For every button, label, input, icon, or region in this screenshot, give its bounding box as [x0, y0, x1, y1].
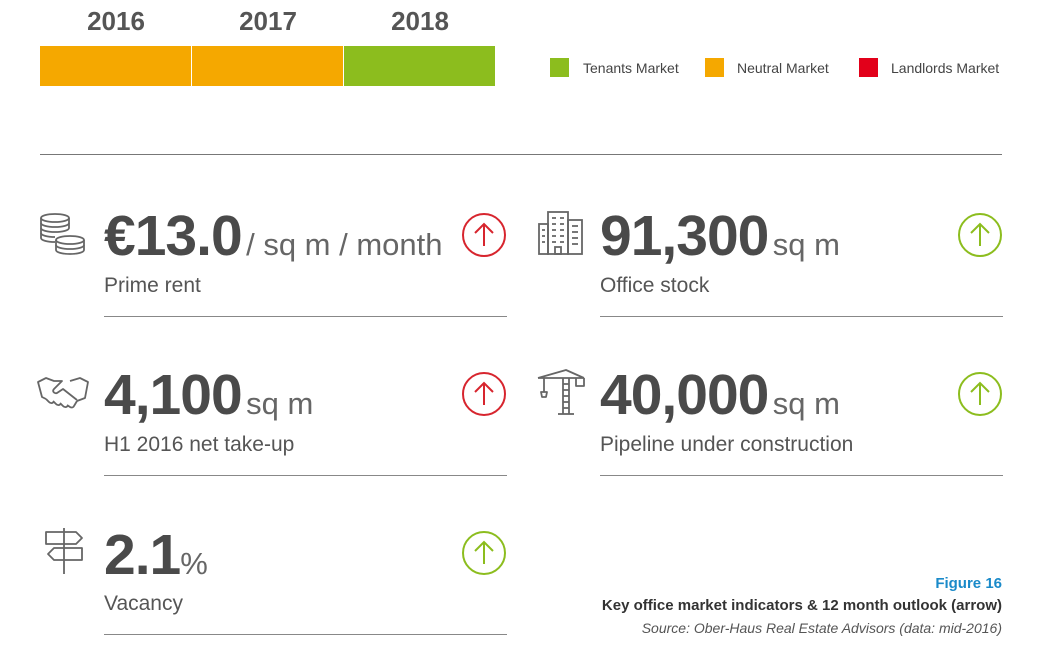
take-up-figure: 4,100 sq m [104, 367, 313, 424]
construction-crane-icon [537, 369, 585, 415]
take-up-underline [104, 475, 507, 476]
vacancy-underline [104, 634, 507, 635]
legend-swatch-neutral [705, 58, 724, 77]
year-label-2016: 2016 [87, 6, 145, 36]
handshake-icon [37, 377, 89, 409]
year-bar-2018 [344, 46, 495, 86]
year-bar-2017 [192, 46, 343, 86]
office-stock-figure: 91,300 sq m [600, 208, 840, 265]
pipeline-underline [600, 475, 1003, 476]
year-bar-2016 [40, 46, 191, 86]
prime-rent-arrow-up-icon [462, 213, 506, 257]
vacancy-arrow-up-icon [462, 531, 506, 575]
office-stock-arrow-up-icon [958, 213, 1002, 257]
legend-swatch-tenants [550, 58, 569, 77]
prime-rent-underline [104, 316, 507, 317]
office-stock-label: Office stock [600, 274, 710, 297]
pipeline-value: 40,000 [600, 363, 769, 427]
legend-label-neutral: Neutral Market [737, 60, 829, 76]
pipeline-label: Pipeline under construction [600, 433, 854, 456]
take-up-arrow-up-icon [462, 372, 506, 416]
figure-source: Source: Ober-Haus Real Estate Advisors (… [641, 620, 1002, 636]
vacancy-figure: 2.1% [104, 527, 208, 584]
vacancy-unit: % [180, 546, 208, 581]
vacancy-value: 2.1 [104, 523, 181, 587]
figure-number: Figure 16 [935, 575, 1002, 592]
section-divider [40, 154, 1002, 155]
office-stock-value: 91,300 [600, 204, 769, 268]
legend-label-landlords: Landlords Market [891, 60, 1000, 76]
office-building-icon [538, 211, 583, 255]
take-up-value: 4,100 [104, 363, 243, 427]
coins-stack-icon [40, 213, 85, 255]
office-stock-unit: sq m [772, 227, 840, 262]
legend-label-tenants: Tenants Market [583, 60, 679, 76]
take-up-label: H1 2016 net take-up [104, 433, 295, 456]
signpost-icon [45, 528, 83, 574]
office-stock-underline [600, 316, 1003, 317]
vacancy-label: Vacancy [104, 592, 183, 615]
pipeline-figure: 40,000 sq m [600, 367, 840, 424]
prime-rent-label: Prime rent [104, 274, 201, 297]
take-up-unit: sq m [246, 386, 314, 421]
legend-swatch-landlords [859, 58, 878, 77]
figure-title: Key office market indicators & 12 month … [601, 597, 1002, 614]
prime-rent-value: €13.0 [104, 204, 243, 268]
pipeline-unit: sq m [772, 386, 840, 421]
year-label-2018: 2018 [391, 6, 449, 36]
pipeline-arrow-up-icon [958, 372, 1002, 416]
prime-rent-figure: €13.0 / sq m / month [104, 208, 443, 265]
year-label-2017: 2017 [239, 6, 297, 36]
prime-rent-unit: / sq m / month [246, 227, 443, 262]
